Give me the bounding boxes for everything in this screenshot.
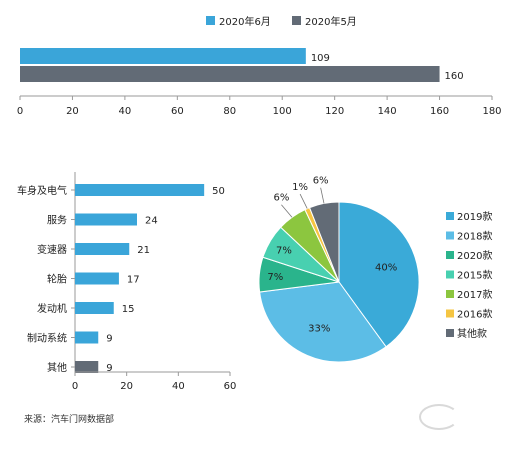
bar: [75, 272, 119, 285]
legend-swatch: [446, 270, 454, 279]
legend-label: 2020年5月: [305, 15, 357, 28]
x-tick-label: 0: [17, 106, 23, 117]
x-tick-label: 120: [325, 106, 344, 117]
x-tick-label: 60: [224, 381, 237, 392]
bar: [75, 361, 99, 373]
bar: [75, 184, 205, 196]
bar: [75, 302, 114, 314]
bar-value-label: 9: [106, 363, 112, 374]
bar-1: [20, 66, 440, 82]
category-label: 轮胎: [47, 273, 67, 286]
category-label: 服务: [47, 214, 67, 227]
x-tick-label: 0: [72, 381, 78, 392]
legend-label: 2019款: [457, 210, 492, 223]
legend-swatch: [446, 329, 454, 337]
x-tick-label: 20: [120, 381, 133, 392]
bar-value-label: 50: [212, 186, 225, 197]
x-tick-label: 140: [378, 106, 397, 117]
pie-value-label: 1%: [292, 182, 308, 193]
category-label: 其他: [47, 361, 67, 374]
x-tick-label: 80: [223, 106, 236, 117]
pie-value-label: 7%: [267, 272, 283, 283]
pie-value-label: 6%: [313, 176, 329, 187]
legend-label: 2016款: [457, 308, 492, 321]
legend-swatch: [446, 290, 454, 298]
legend-label: 2018款: [457, 230, 492, 243]
legend-swatch: [292, 16, 301, 25]
legend-swatch: [446, 212, 454, 220]
pie-slice: [259, 281, 387, 363]
category-label: 车身及电气: [17, 184, 67, 197]
bar: [75, 213, 137, 226]
bar: [75, 243, 130, 255]
x-tick-label: 40: [119, 106, 132, 117]
pie-leader-line: [281, 204, 293, 218]
legend-label: 2015款: [457, 269, 492, 282]
x-tick-label: 100: [273, 106, 292, 117]
x-tick-label: 20: [66, 106, 79, 117]
bar-0: [20, 48, 306, 64]
bar: [75, 331, 99, 344]
pie-slice: [338, 201, 420, 348]
category-label: 制动系统: [27, 332, 67, 345]
category-label: 变速器: [37, 243, 67, 256]
pie-value-label: 6%: [273, 193, 289, 204]
legend-swatch: [446, 309, 454, 318]
corner-watermark-logo: [419, 404, 459, 430]
category-label: 发动机: [37, 302, 67, 315]
bar-value-label: 109: [311, 53, 330, 64]
pie-leader-line: [320, 187, 325, 204]
bar-value-label: 160: [445, 71, 464, 82]
bar-value-label: 21: [137, 245, 150, 256]
bar-value-label: 9: [106, 334, 112, 345]
x-tick-label: 40: [172, 381, 185, 392]
legend-label: 2017款: [457, 288, 492, 301]
source-note: 来源：汽车门网数据部: [24, 415, 115, 425]
legend-swatch: [446, 231, 454, 240]
x-tick-label: 60: [171, 106, 184, 117]
legend-swatch: [446, 251, 454, 259]
legend-label: 2020年6月: [219, 15, 271, 28]
legend-label: 2020款: [457, 249, 492, 262]
pie-value-label: 40%: [375, 263, 397, 274]
pie-slice: [308, 201, 340, 283]
bar-value-label: 15: [122, 304, 135, 315]
pie-leader-line: [299, 193, 308, 209]
pie-value-label: 33%: [308, 324, 330, 335]
x-tick-label: 160: [430, 106, 449, 117]
legend-swatch: [206, 16, 215, 25]
bar-value-label: 17: [127, 275, 140, 286]
x-tick-label: 180: [482, 106, 501, 117]
pie-value-label: 7%: [276, 245, 292, 256]
bar-value-label: 24: [145, 216, 158, 227]
legend-label: 其他款: [457, 327, 487, 340]
